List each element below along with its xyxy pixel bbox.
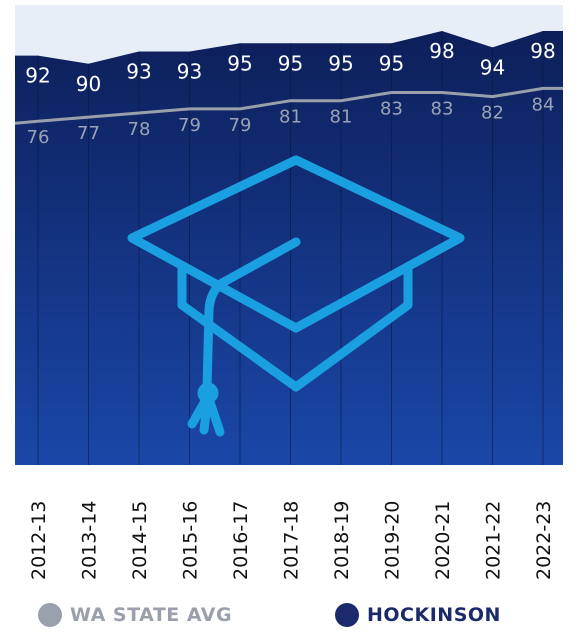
state-avg-value-label: 82 [481, 103, 504, 124]
state-avg-value-label: 77 [77, 123, 100, 144]
x-tick-label: 2016-17 [230, 501, 252, 580]
x-tick-label: 2022-23 [533, 501, 555, 580]
state-avg-value-label: 83 [431, 99, 454, 120]
state-avg-value-label: 81 [330, 107, 353, 128]
x-tick-label: 2018-19 [331, 501, 353, 580]
state-avg-value-label: 83 [380, 99, 403, 120]
hockinson-value-label: 95 [227, 51, 252, 75]
state-avg-line [14, 86, 563, 125]
hockinson-value-label: 98 [530, 39, 555, 63]
hockinson-value-labels: 92 90 93 93 95 95 95 95 98 94 98 [25, 39, 555, 96]
x-tick-label: 2020-21 [432, 501, 454, 580]
hockinson-value-label: 93 [126, 60, 151, 84]
state-avg-value-label: 79 [178, 115, 201, 136]
x-tick-label: 2021-22 [483, 501, 505, 580]
hockinson-value-label: 92 [25, 64, 50, 88]
legend-swatch-state-avg [38, 603, 62, 627]
state-avg-value-label: 76 [27, 127, 50, 148]
gridlines [37, 31, 544, 465]
hockinson-value-label: 95 [278, 51, 303, 75]
hockinson-value-label: 93 [177, 60, 202, 84]
hockinson-value-label: 94 [480, 55, 505, 79]
hockinson-value-label: 95 [328, 51, 353, 75]
x-tick-label: 2017-18 [281, 501, 303, 580]
graduation-cap-icon [127, 155, 465, 437]
legend-label-state-avg: WA STATE AVG [70, 604, 233, 626]
x-tick-label: 2012-13 [28, 501, 50, 580]
state-avg-value-label: 78 [128, 119, 151, 140]
legend-item-state-avg: WA STATE AVG [38, 600, 232, 630]
x-tick-label: 2019-20 [382, 501, 404, 580]
hockinson-value-label: 90 [76, 72, 101, 96]
state-avg-value-label: 84 [532, 94, 555, 115]
legend-label-hockinson: HOCKINSON [367, 604, 501, 626]
legend-swatch-hockinson [335, 603, 359, 627]
x-tick-label: 2014-15 [129, 501, 151, 580]
hockinson-value-label: 98 [429, 39, 454, 63]
x-tick-label: 2015-16 [180, 501, 202, 580]
state-avg-value-labels: 76 77 78 79 79 81 81 83 83 82 84 [27, 94, 555, 148]
state-avg-value-label: 79 [229, 115, 252, 136]
legend-item-hockinson: HOCKINSON [335, 600, 501, 630]
x-axis-tick-labels: 2012-13 2013-14 2014-15 2015-16 2016-17 2017-… [28, 501, 555, 580]
x-tick-label: 2013-14 [79, 501, 101, 580]
hockinson-value-label: 95 [379, 51, 404, 75]
state-avg-value-label: 81 [279, 107, 302, 128]
